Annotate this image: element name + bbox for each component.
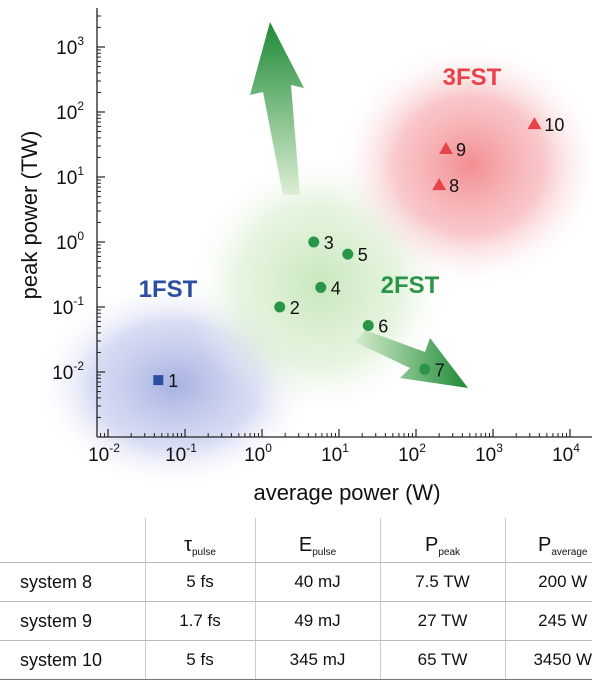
region-label-1fst: 1FST [139, 276, 198, 303]
x-tick-label: 10-1 [165, 441, 197, 466]
x-axis-label: average power (W) [253, 480, 440, 505]
table-cell: 27 TW [379, 601, 505, 641]
point-7-marker [419, 363, 431, 375]
table-cell: 40 mJ [254, 562, 380, 602]
point-9-marker [438, 141, 453, 154]
point-8-label: 8 [449, 176, 459, 196]
table-cell: 3450 W [504, 640, 592, 680]
table-cell: 5 fs [144, 562, 255, 602]
y-tick-label: 100 [56, 229, 84, 254]
x-tick-label: 103 [475, 441, 503, 466]
point-10-marker [527, 117, 542, 130]
row-label: system 9 [0, 601, 145, 641]
table-cell: 65 TW [379, 640, 505, 680]
table-cell: 200 W [504, 562, 592, 602]
x-tick-label: 102 [398, 441, 426, 466]
point-3-label: 3 [324, 233, 334, 253]
x-tick-label: 104 [552, 441, 580, 466]
table-cell: 345 mJ [254, 640, 380, 680]
header-e-pulse: Epulse [254, 518, 380, 563]
point-3-marker [308, 236, 320, 248]
table-cell: 245 W [504, 601, 592, 641]
axes-layer: 10-2 10-1 100 101 102 103 10410-210-1100101102… [52, 8, 592, 466]
point-10-label: 10 [544, 115, 564, 135]
point-1-marker [153, 375, 164, 386]
arrow-up-icon [250, 22, 304, 195]
point-5-marker [342, 248, 354, 260]
x-tick-label: 101 [321, 441, 349, 466]
point-9-label: 9 [456, 140, 466, 160]
y-tick-label: 102 [56, 99, 84, 124]
point-7-label: 7 [435, 360, 445, 380]
point-2-marker [274, 301, 286, 313]
y-tick-label: 10-1 [52, 294, 84, 319]
scatter-chart: 10-2 10-1 100 101 102 103 10410-210-1100101102… [17, 8, 592, 505]
row-label: system 8 [0, 562, 145, 602]
point-1-label: 1 [168, 371, 178, 391]
y-tick-label: 101 [56, 164, 84, 189]
row-label: system 10 [0, 640, 145, 680]
header-p-average: Paverage [504, 518, 592, 563]
y-axis-label: peak power (TW) [17, 131, 42, 300]
point-5-label: 5 [358, 245, 368, 265]
y-tick-label: 10-2 [52, 359, 84, 384]
table-cell: 49 mJ [254, 601, 380, 641]
point-4-label: 4 [331, 278, 341, 298]
table-row: system 8 5 fs 40 mJ 7.5 TW 200 W [0, 562, 592, 602]
header-corner [0, 518, 145, 563]
point-6-marker [362, 319, 374, 331]
table-row: system 10 5 fs 345 mJ 65 TW 3450 W [0, 640, 592, 680]
3fst-region [335, 40, 592, 290]
region-label-3fst: 3FST [443, 64, 502, 91]
regions-layer [35, 40, 592, 490]
point-8-marker [432, 178, 447, 191]
table-cell: 7.5 TW [379, 562, 505, 602]
table-cell: 1.7 fs [144, 601, 255, 641]
x-tick-label: 10-2 [88, 441, 120, 466]
points-layer: 1 2 3 45 6 7 8 9 10 [153, 115, 564, 391]
table-row: system 9 1.7 fs 49 mJ 27 TW 245 W [0, 601, 592, 641]
table-cell: 5 fs [144, 640, 255, 680]
header-p-peak: Ppeak [379, 518, 505, 563]
table-header-row: τpulse Epulse Ppeak Paverage [0, 518, 592, 563]
arrow-right-icon [355, 330, 468, 388]
point-2-label: 2 [290, 298, 300, 318]
y-tick-label: 103 [56, 34, 84, 59]
arrows-layer [250, 22, 468, 388]
point-4-marker [315, 281, 327, 293]
region-label-2fst: 2FST [381, 272, 440, 299]
point-6-label: 6 [378, 316, 388, 336]
system-table: τpulse Epulse Ppeak Paverage system 8 5 … [0, 518, 592, 680]
header-tau-pulse: τpulse [144, 518, 255, 563]
x-tick-label: 100 [244, 441, 272, 466]
